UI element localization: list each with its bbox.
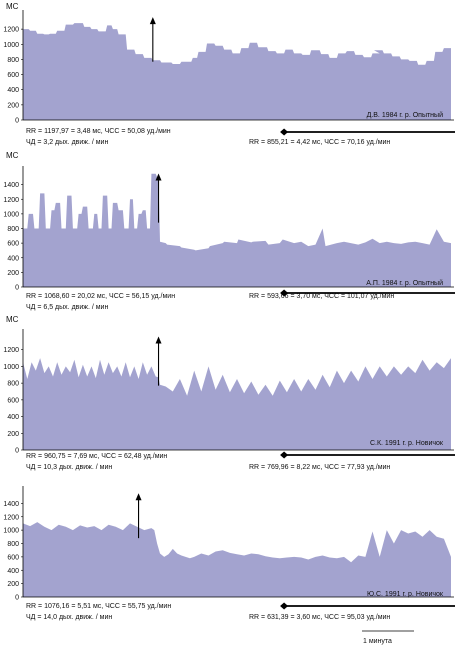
panel-annotation: Д.В. 1984 г. р. Опытный	[367, 111, 444, 119]
period-bracket-end	[280, 128, 289, 136]
rr-interval-area	[23, 522, 451, 597]
arrow-head	[155, 173, 162, 181]
stats-before-line-2: ЧД = 3,2 дых. движ. / мин	[26, 139, 108, 146]
y-tick-label: 400	[7, 414, 19, 421]
chart-panel-1: МС Д.В. 1984 г. р. Опытный RR = 1197,97 …	[3, 2, 455, 146]
y-tick-label: 400	[7, 568, 19, 575]
y-axis-label: МС	[6, 315, 19, 324]
scale-bar-label: 1 минута	[363, 638, 392, 645]
y-tick-label: 600	[7, 72, 19, 79]
chart-panel-2: МС А.П. 1984 г. р. Опытный RR = 1068,60 …	[3, 151, 455, 311]
chart-panel-3: МС С.К. 1991 г. р. Новичок RR = 960,75 =…	[3, 315, 455, 471]
panel-annotation: А.П. 1984 г. р. Опытный	[366, 279, 443, 287]
panel-annotation: Ю.С. 1991 г. р. Новичок	[367, 591, 444, 598]
y-tick-label: 0	[15, 448, 19, 455]
arrow-head	[155, 336, 162, 344]
y-tick-label: 400	[7, 255, 19, 262]
stats-before-line-2: ЧД = 10,3 дых. движ. / мин	[26, 464, 112, 471]
rr-interval-area	[23, 358, 451, 450]
y-tick-label: 800	[7, 57, 19, 64]
y-tick-label: 600	[7, 554, 19, 561]
arrow-head	[149, 17, 156, 25]
y-tick-label: 1000	[3, 528, 19, 535]
y-tick-label: 1200	[3, 197, 19, 204]
y-tick-label: 200	[7, 270, 19, 277]
y-tick-label: 400	[7, 87, 19, 94]
y-tick-label: 200	[7, 102, 19, 109]
y-tick-label: 0	[15, 595, 19, 602]
period-bracket-end	[280, 451, 289, 459]
stats-before-line-1: RR = 960,75 = 7,69 мс, ЧСС = 62,48 уд./м…	[26, 453, 167, 460]
stats-before-line-2: ЧД = 6,5 дых. движ. / мин	[26, 304, 108, 311]
y-tick-label: 1000	[3, 211, 19, 218]
stats-before-line-2: ЧД = 14,0 дых. движ. / мин	[26, 614, 112, 621]
y-tick-label: 200	[7, 581, 19, 588]
y-tick-label: 1200	[3, 514, 19, 521]
y-axis-label: МС	[6, 2, 19, 11]
period-bracket-end	[280, 602, 289, 610]
y-tick-label: 800	[7, 381, 19, 388]
y-tick-label: 1000	[3, 364, 19, 371]
stats-before-line-1: RR = 1076,16 = 5,51 мс, ЧСС = 55,75 уд./…	[26, 603, 171, 610]
y-tick-label: 800	[7, 226, 19, 233]
panel-annotation: С.К. 1991 г. р. Новичок	[370, 440, 444, 447]
y-tick-label: 1200	[3, 347, 19, 354]
y-tick-label: 600	[7, 241, 19, 248]
stats-after: RR = 631,39 = 3,60 мс, ЧСС = 95,03 уд./м…	[249, 614, 390, 621]
stats-before-line-1: RR = 1068,60 = 20,02 мс, ЧСС = 56,15 уд.…	[26, 293, 175, 300]
stats-before-line-1: RR = 1197,97 = 3,48 мс, ЧСС = 50,08 уд./…	[26, 128, 171, 135]
stats-after: RR = 593,66 = 3,70 мс, ЧСС = 101,07 уд./…	[249, 293, 394, 300]
y-tick-label: 200	[7, 431, 19, 438]
stats-after: RR = 855,21 = 4,42 мс, ЧСС = 70,16 уд./м…	[249, 139, 390, 146]
y-tick-label: 1000	[3, 42, 19, 49]
y-tick-label: 600	[7, 397, 19, 404]
y-tick-label: 1400	[3, 501, 19, 508]
rr-interval-area	[23, 173, 451, 287]
period-bracket-end	[280, 289, 289, 297]
stats-after: RR = 769,96 = 8,22 мс, ЧСС = 77,93 уд./м…	[249, 464, 390, 471]
arrow-head	[135, 493, 142, 501]
y-tick-label: 800	[7, 541, 19, 548]
y-tick-label: 0	[15, 118, 19, 125]
y-tick-label: 1200	[3, 27, 19, 34]
y-axis-label: МС	[6, 151, 19, 160]
y-tick-label: 1400	[3, 182, 19, 189]
chart-panel-4: Ю.С. 1991 г. р. Новичок RR = 1076,16 = 5…	[3, 486, 455, 621]
rr-interval-area	[23, 23, 451, 121]
y-tick-label: 0	[15, 285, 19, 292]
time-scale-bar: 1 минута	[362, 630, 414, 645]
